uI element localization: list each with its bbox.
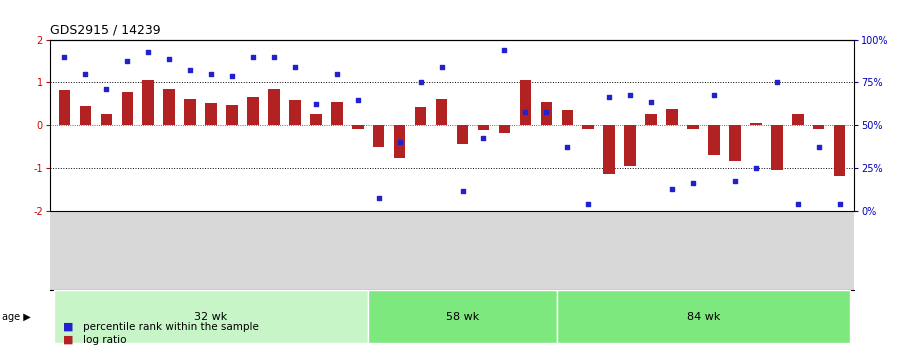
- Point: [769, 80, 784, 85]
- Bar: [583, 125, 594, 129]
- Bar: [331, 102, 343, 125]
- Bar: [368, 290, 557, 343]
- Point: [623, 92, 637, 98]
- Bar: [394, 125, 405, 158]
- Bar: [310, 115, 321, 125]
- Bar: [604, 125, 614, 174]
- Text: ■: ■: [63, 335, 74, 345]
- Bar: [121, 92, 133, 125]
- Bar: [561, 110, 573, 125]
- Point: [748, 165, 763, 171]
- Point: [707, 92, 721, 98]
- Point: [224, 73, 239, 79]
- Point: [350, 97, 365, 102]
- Bar: [247, 97, 259, 125]
- Point: [602, 95, 616, 100]
- Point: [519, 110, 533, 115]
- Point: [434, 65, 449, 70]
- Point: [560, 144, 575, 149]
- Point: [162, 56, 176, 62]
- Bar: [834, 125, 845, 176]
- Bar: [709, 125, 719, 155]
- Point: [812, 144, 826, 149]
- Bar: [54, 290, 368, 343]
- Bar: [226, 105, 238, 125]
- Bar: [205, 103, 217, 125]
- Bar: [499, 125, 510, 133]
- Point: [371, 195, 386, 200]
- Bar: [729, 125, 740, 161]
- Bar: [457, 125, 468, 145]
- Text: age ▶: age ▶: [2, 312, 31, 322]
- Point: [833, 201, 847, 207]
- Point: [393, 139, 407, 145]
- Bar: [59, 90, 71, 125]
- Point: [246, 54, 261, 60]
- Bar: [792, 114, 804, 125]
- Point: [686, 180, 700, 186]
- Point: [120, 58, 135, 64]
- Point: [183, 67, 197, 72]
- Bar: [373, 125, 385, 147]
- Text: GDS2915 / 14239: GDS2915 / 14239: [50, 23, 160, 36]
- Bar: [290, 99, 300, 125]
- Bar: [80, 106, 91, 125]
- Point: [581, 201, 595, 207]
- Text: 58 wk: 58 wk: [446, 312, 479, 322]
- Bar: [478, 125, 490, 130]
- Bar: [771, 125, 783, 170]
- Bar: [268, 89, 280, 125]
- Bar: [666, 109, 678, 125]
- Bar: [813, 125, 824, 129]
- Text: log ratio: log ratio: [83, 335, 127, 345]
- Bar: [352, 125, 364, 129]
- Bar: [142, 80, 154, 125]
- Bar: [185, 99, 195, 125]
- Point: [204, 71, 218, 77]
- Text: 32 wk: 32 wk: [195, 312, 228, 322]
- Bar: [519, 80, 531, 125]
- Bar: [436, 99, 447, 125]
- Bar: [645, 114, 657, 125]
- Point: [790, 201, 805, 207]
- Point: [728, 178, 742, 184]
- Bar: [750, 123, 762, 125]
- Bar: [100, 115, 112, 125]
- Bar: [540, 102, 552, 125]
- Point: [288, 65, 302, 70]
- Bar: [557, 290, 850, 343]
- Text: percentile rank within the sample: percentile rank within the sample: [83, 322, 259, 332]
- Bar: [624, 125, 636, 166]
- Point: [309, 101, 323, 107]
- Point: [78, 71, 92, 77]
- Point: [57, 54, 71, 60]
- Text: 84 wk: 84 wk: [687, 312, 720, 322]
- Point: [141, 50, 156, 55]
- Point: [267, 54, 281, 60]
- Bar: [414, 107, 426, 125]
- Bar: [687, 125, 699, 129]
- Point: [329, 71, 344, 77]
- Point: [665, 187, 680, 192]
- Point: [643, 99, 658, 105]
- Point: [100, 86, 114, 91]
- Point: [497, 48, 511, 53]
- Text: ■: ■: [63, 322, 74, 332]
- Point: [476, 135, 491, 141]
- Point: [539, 110, 554, 115]
- Point: [455, 189, 470, 194]
- Point: [414, 80, 428, 85]
- Bar: [164, 89, 175, 125]
